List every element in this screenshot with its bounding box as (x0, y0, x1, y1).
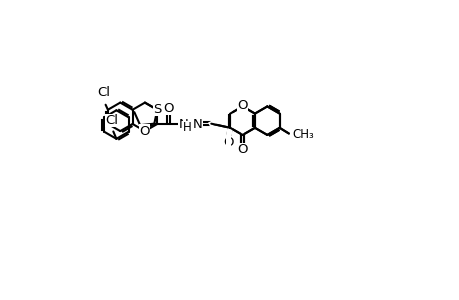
Text: CH₃: CH₃ (292, 128, 313, 141)
Text: O: O (140, 124, 150, 138)
Text: O: O (237, 99, 247, 112)
Text: O: O (237, 143, 247, 156)
Text: N: N (178, 118, 188, 131)
Text: S: S (153, 103, 161, 116)
Text: Cl: Cl (106, 114, 118, 127)
Text: Cl: Cl (96, 86, 110, 99)
Text: H: H (182, 122, 191, 134)
Text: O: O (163, 102, 174, 115)
Text: O: O (223, 136, 234, 149)
Text: CH₃: CH₃ (292, 128, 313, 141)
Text: O: O (237, 99, 247, 112)
Text: O: O (237, 143, 247, 156)
Text: N: N (192, 118, 202, 131)
